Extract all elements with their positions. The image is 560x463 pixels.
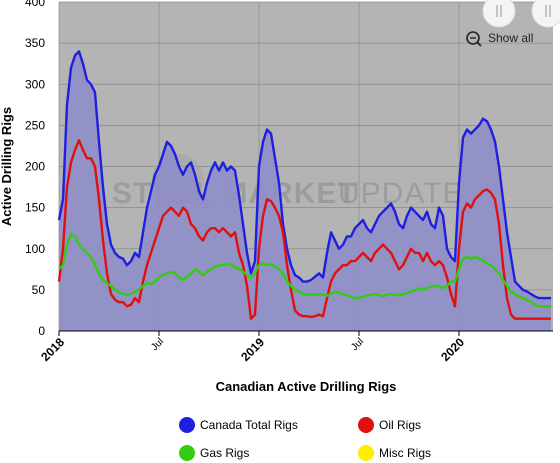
y-tick-label: 0 <box>38 324 45 338</box>
legend-label: Gas Rigs <box>200 446 249 460</box>
legend-label: Oil Rigs <box>379 418 421 432</box>
series-line-2[interactable] <box>58 232 551 308</box>
legend-swatch-icon <box>179 445 195 461</box>
y-tick-label: 250 <box>25 118 45 132</box>
series-line-0[interactable] <box>57 50 551 300</box>
x-tick-label: Jul <box>349 336 366 353</box>
legend: Canada Total Rigs Oil Rigs Gas Rigs Misc Ri… <box>179 417 431 461</box>
zoom-out-icon <box>466 31 480 45</box>
x-tick-label: 2019 <box>238 335 267 364</box>
y-tick-label: 50 <box>32 283 46 297</box>
zoom-out-icon-handle <box>476 41 482 47</box>
y-tick-label: 350 <box>25 36 45 50</box>
x-tick-label: Jul <box>149 336 166 353</box>
range-handle-left-knob[interactable] <box>482 0 516 28</box>
series-line-1[interactable] <box>57 139 551 320</box>
x-tick-label: 2020 <box>438 335 467 364</box>
y-tick-label: 150 <box>25 201 45 215</box>
series-area-0 <box>59 51 551 332</box>
legend-item-1[interactable]: Oil Rigs <box>358 417 421 433</box>
x-axis-title: Canadian Active Drilling Rigs <box>216 379 397 394</box>
show-all-label: Show all <box>488 31 533 45</box>
range-handle-left[interactable] <box>482 0 516 28</box>
legend-swatch-icon <box>358 445 374 461</box>
legend-item-2[interactable]: Gas Rigs <box>179 445 249 461</box>
legend-swatch-icon <box>358 417 374 433</box>
legend-label: Misc Rigs <box>379 446 431 460</box>
show-all-button[interactable]: Show all <box>466 31 533 47</box>
y-axis-title: Active Drilling Rigs <box>0 107 14 226</box>
legend-label: Canada Total Rigs <box>200 418 298 432</box>
x-tick-label: 2018 <box>38 335 67 364</box>
y-tick-label: 100 <box>25 242 45 256</box>
series-layer <box>57 50 551 332</box>
legend-item-0[interactable]: Canada Total Rigs <box>179 417 298 433</box>
legend-swatch-icon <box>179 417 195 433</box>
y-tick-label: 400 <box>25 0 45 9</box>
range-handle-right[interactable] <box>531 0 560 28</box>
y-tick-label: 300 <box>25 77 45 91</box>
watermark-brand-light: UPDATE <box>338 177 463 210</box>
y-tick-label: 200 <box>25 160 45 174</box>
legend-item-3[interactable]: Misc Rigs <box>358 445 431 461</box>
